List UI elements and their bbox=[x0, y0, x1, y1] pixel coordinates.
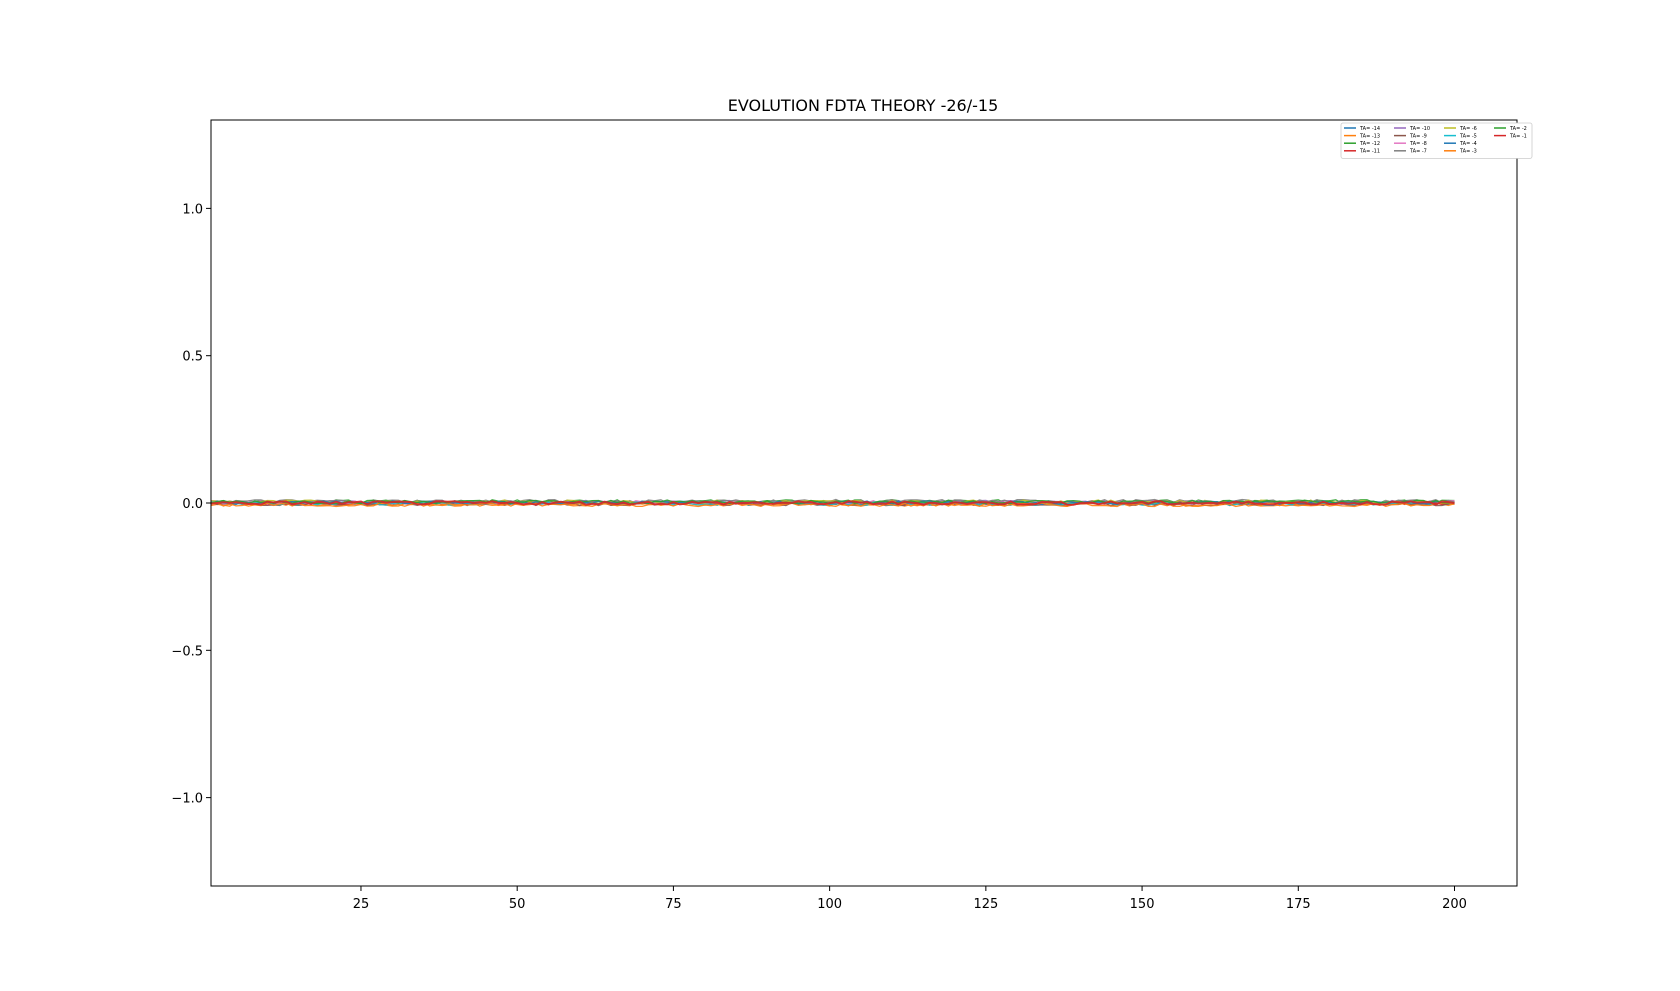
series-line-9 bbox=[210, 499, 1455, 505]
legend-entry-label: TA= -14 bbox=[1359, 126, 1380, 132]
x-tick-label: 125 bbox=[973, 897, 998, 912]
legend-entry-label: TA= -8 bbox=[1409, 141, 1427, 147]
legend-entry-label: TA= -12 bbox=[1359, 141, 1380, 147]
legend-entry-label: TA= -1 bbox=[1509, 133, 1527, 139]
legend-entry-label: TA= -10 bbox=[1409, 126, 1430, 132]
legend-entry-label: TA= -5 bbox=[1459, 133, 1477, 139]
x-tick-label: 25 bbox=[353, 897, 370, 912]
y-tick-label: −1.0 bbox=[171, 792, 203, 807]
legend-entry-label: TA= -13 bbox=[1359, 133, 1380, 139]
legend-entry-label: TA= -7 bbox=[1409, 149, 1427, 155]
series-line-14 bbox=[210, 500, 1455, 506]
x-tick-label: 75 bbox=[665, 897, 682, 912]
y-tick-label: 1.0 bbox=[182, 202, 203, 217]
x-tick-label: 100 bbox=[817, 897, 842, 912]
x-tick-label: 150 bbox=[1130, 897, 1155, 912]
plot-area bbox=[210, 498, 1455, 508]
legend-entry-label: TA= -2 bbox=[1509, 126, 1527, 132]
x-tick-label: 200 bbox=[1442, 897, 1467, 912]
chart-title: EVOLUTION FDTA THEORY -26/-15 bbox=[728, 96, 999, 115]
x-axis: 25 50 75 100 125 150 175 200 bbox=[353, 886, 1467, 912]
y-tick-label: 0.5 bbox=[182, 350, 203, 365]
y-axis: 1.0 0.5 0.0 −0.5 −1.0 bbox=[171, 202, 211, 807]
y-tick-label: 0.0 bbox=[182, 497, 203, 512]
x-tick-label: 175 bbox=[1286, 897, 1311, 912]
legend-box bbox=[1340, 122, 1533, 159]
x-tick-label: 50 bbox=[509, 897, 526, 912]
legend-entry-label: TA= -11 bbox=[1359, 149, 1380, 155]
y-tick-label: −0.5 bbox=[171, 644, 203, 659]
legend-entry-label: TA= -3 bbox=[1459, 149, 1477, 155]
legend-entry-label: TA= -9 bbox=[1409, 133, 1427, 139]
legend-entry-label: TA= -6 bbox=[1459, 126, 1477, 132]
legend-entry-label: TA= -4 bbox=[1459, 141, 1477, 147]
